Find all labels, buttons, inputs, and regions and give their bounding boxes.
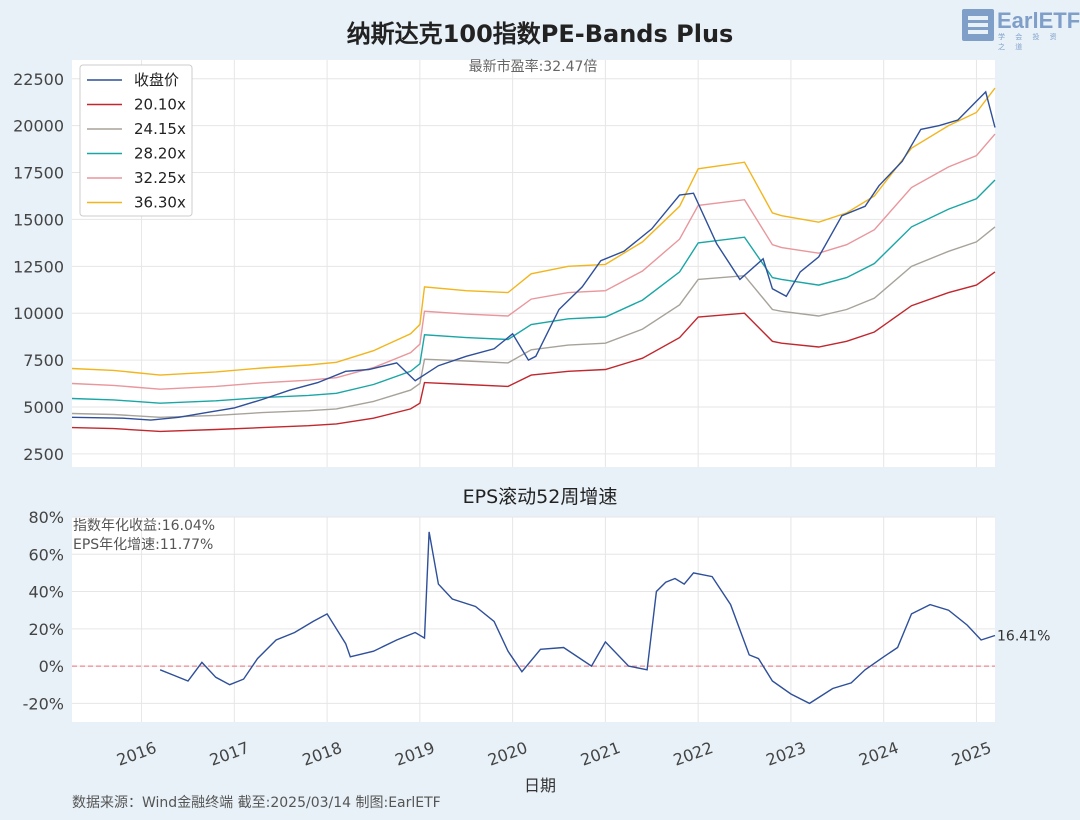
series-line-2 [71,226,996,419]
legend-label: 28.20x [134,145,186,163]
x-tick-group: 2024 [856,738,901,770]
x-tick-group: 2019 [392,738,437,770]
x-tick-group: 2017 [207,738,252,770]
x-tick-group: 2016 [114,738,159,770]
eps-growth-line [159,531,996,705]
x-tick-label: 2022 [671,738,716,770]
eps-annotation: 指数年化收益:16.04% [73,518,215,534]
upper-y-tick-label: 20000 [13,117,64,136]
x-tick-label: 2016 [114,738,159,770]
series-line-0 [71,90,996,421]
upper-y-tick-label: 15000 [13,210,64,229]
x-tick-group: 2021 [578,738,623,770]
eps-end-label: 16.41% [997,629,1050,645]
upper-y-tick-label: 17500 [13,164,64,183]
pe-annotation: 最新市盈率:32.47倍 [469,58,598,75]
lower-plot-area [72,517,995,722]
lower-y-tick-label: 60% [28,545,64,564]
lower-y-tick-label: 0% [39,657,64,676]
series-line-4 [71,133,996,390]
x-tick-group: 2023 [764,738,809,770]
logo-text: EarlETF [997,8,1080,33]
x-tick-label: 2021 [578,738,623,770]
upper-y-tick-label: 12500 [13,257,64,276]
lower-chart-title: EPS滚动52周增速 [462,486,618,508]
earletf-logo: EarlETF 学 会 投 资 之 道 [962,8,1080,51]
lower-y-tick-label: -20% [23,694,64,713]
legend-label: 收盘价 [134,71,179,89]
x-tick-label: 2018 [300,738,345,770]
lower-y-tick-label: 40% [28,583,64,602]
x-tick-label: 2023 [764,738,809,770]
lower-y-tick-label: 80% [28,508,64,527]
x-tick-group: 2018 [300,738,345,770]
legend-label: 20.10x [134,96,186,114]
series-line-1 [71,271,996,433]
upper-y-tick-label: 2500 [23,445,64,464]
series-line-5 [71,87,996,376]
legend-label: 36.30x [134,194,186,212]
eps-annotation: EPS年化增速:11.77% [73,537,213,553]
upper-y-tick-label: 10000 [13,304,64,323]
x-tick-group: 2020 [485,738,530,770]
upper-plot-area [72,60,995,467]
chart-title: 纳斯达克100指数PE-Bands Plus [346,20,734,48]
x-tick-label: 2024 [856,738,901,770]
x-tick-label: 2017 [207,738,252,770]
x-tick-label: 2019 [392,738,437,770]
legend-label: 32.25x [134,169,186,187]
legend-label: 24.15x [134,120,186,138]
upper-y-tick-label: 22500 [13,70,64,89]
x-tick-group: 2022 [671,738,716,770]
x-tick-label: 2025 [949,738,994,770]
series-line-3 [71,179,996,404]
legend: 收盘价 20.10x 24.15x 28.20x 32.25x 36.30x [79,64,193,217]
logo-subtext: 学 会 投 资 之 道 [998,33,1061,51]
upper-y-tick-label: 7500 [23,351,64,370]
x-tick-group: 2025 [949,738,994,770]
source-note: 数据来源：Wind金融终端 截至:2025/03/14 制图:EarlETF [72,795,441,811]
logo-mark-icon [962,9,994,41]
x-axis-label: 日期 [523,776,556,795]
lower-y-tick-label: 20% [28,620,64,639]
upper-y-tick-label: 5000 [23,398,64,417]
x-tick-label: 2020 [485,738,530,770]
